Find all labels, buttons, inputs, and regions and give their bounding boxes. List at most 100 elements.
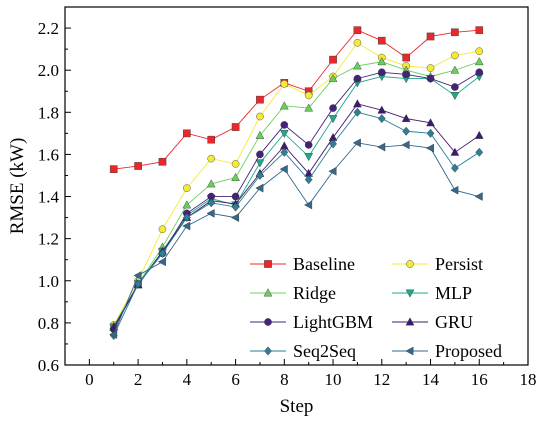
- data-point-persist: [353, 39, 362, 47]
- data-point-baseline: [426, 32, 435, 41]
- data-point-proposed: [304, 200, 313, 210]
- data-point-lightgbm: [377, 68, 386, 77]
- data-point-baseline: [377, 36, 386, 45]
- chart-axes: 0 2 4 6 8 10 12 14 16 18 0.6 0.8 1.0 1.2 1.4 1.6 1.8 2.0 2…: [38, 19, 537, 389]
- data-point-persist: [207, 154, 216, 163]
- series-line-gru: [113, 103, 480, 328]
- data-point-ridge: [279, 101, 289, 110]
- data-point-seq2seq: [231, 202, 240, 212]
- data-point-seq2seq: [304, 175, 313, 185]
- data-point-mlp: [279, 129, 289, 138]
- data-point-proposed: [401, 140, 410, 150]
- data-point-mlp: [450, 92, 460, 101]
- legend-entry-seq2seq: Seq2Seq: [250, 341, 356, 361]
- data-point-gru: [401, 113, 411, 123]
- data-point-gru: [474, 130, 484, 139]
- data-point-proposed: [474, 192, 483, 201]
- data-point-ridge: [206, 179, 216, 188]
- data-point-baseline: [231, 123, 240, 131]
- data-point-ridge: [255, 130, 265, 139]
- legend-label-mlp: MLP: [435, 283, 472, 303]
- data-point-gru: [353, 99, 362, 108]
- data-point-seq2seq: [182, 213, 191, 223]
- y-tick-label: 1.0: [38, 272, 59, 291]
- series-seq2seq: [109, 107, 484, 341]
- data-point-lightgbm: [402, 70, 410, 79]
- data-point-seq2seq: [353, 107, 362, 117]
- data-point-persist: [280, 80, 289, 88]
- data-point-lightgbm: [329, 104, 337, 112]
- data-point-persist: [183, 184, 191, 192]
- data-point-ridge: [474, 57, 484, 66]
- data-point-persist: [451, 51, 459, 60]
- data-point-seq2seq: [280, 147, 289, 157]
- data-point-proposed: [255, 183, 264, 193]
- x-tick-label: 4: [183, 370, 192, 389]
- series-line-proposed: [113, 142, 480, 335]
- data-point-seq2seq: [377, 114, 386, 124]
- data-point-ridge: [304, 103, 314, 112]
- legend-marker-baseline: [264, 260, 272, 268]
- legend-marker-mlp: [405, 289, 415, 298]
- series-line-ridge: [113, 61, 480, 327]
- data-point-baseline: [329, 55, 337, 64]
- legend-entry-persist: Persist: [392, 254, 483, 274]
- data-point-proposed: [109, 330, 118, 339]
- data-point-lightgbm: [451, 83, 459, 91]
- data-point-baseline: [451, 28, 459, 37]
- data-point-baseline: [183, 129, 191, 138]
- data-point-proposed: [450, 185, 459, 195]
- chart-marks: [109, 26, 484, 341]
- y-tick-label: 1.8: [38, 103, 59, 122]
- legend-label-persist: Persist: [435, 254, 483, 274]
- data-point-ridge: [377, 57, 387, 66]
- data-point-seq2seq: [451, 163, 459, 173]
- series-line-persist: [113, 42, 480, 326]
- data-point-seq2seq: [426, 128, 435, 138]
- x-tick-label: 0: [85, 370, 94, 389]
- data-point-persist: [256, 112, 264, 121]
- data-point-persist: [475, 47, 484, 56]
- data-point-gru: [109, 322, 119, 331]
- data-point-seq2seq: [402, 126, 411, 136]
- data-point-seq2seq: [256, 170, 264, 180]
- y-tick-label: 2.2: [38, 19, 59, 38]
- legend-marker-seq2seq: [264, 346, 272, 356]
- y-tick-label: 2.0: [38, 61, 59, 80]
- data-point-proposed: [279, 164, 288, 174]
- data-point-baseline: [402, 53, 410, 62]
- data-point-lightgbm: [256, 150, 264, 159]
- data-point-proposed: [377, 142, 386, 152]
- x-axis-title: Step: [280, 396, 314, 417]
- legend-label-gru: GRU: [435, 312, 473, 332]
- data-point-ridge: [231, 172, 240, 181]
- data-point-baseline: [134, 162, 142, 170]
- x-tick-label: 2: [134, 370, 143, 389]
- legend-marker-persist: [406, 260, 414, 268]
- data-point-seq2seq: [134, 279, 142, 289]
- data-point-baseline: [207, 135, 216, 144]
- y-tick-label: 0.6: [38, 356, 59, 375]
- x-tick-label: 12: [373, 370, 390, 389]
- x-tick-label: 14: [422, 370, 440, 389]
- data-point-baseline: [256, 95, 264, 104]
- data-point-lightgbm: [304, 141, 313, 149]
- x-tick-label: 10: [325, 370, 342, 389]
- legend-label-ridge: Ridge: [293, 283, 336, 303]
- legend-marker-gru: [405, 317, 415, 326]
- data-point-ridge: [353, 61, 362, 70]
- x-tick-label: 6: [231, 370, 240, 389]
- plot-frame: [64, 6, 529, 366]
- legend-entry-lightgbm: LightGBM: [250, 312, 373, 332]
- legend-label-lightgbm: LightGBM: [293, 312, 373, 332]
- data-point-proposed: [182, 221, 191, 231]
- legend-label-seq2seq: Seq2Seq: [293, 341, 356, 361]
- data-point-baseline: [475, 26, 484, 34]
- data-point-proposed: [328, 166, 337, 176]
- data-point-proposed: [425, 143, 434, 153]
- chart-legend: Baseline Persist Ridge MLP LightGBM GRU Seq2Se…: [250, 254, 502, 361]
- legend-marker-ridge: [263, 288, 273, 297]
- series-persist: [109, 39, 484, 329]
- data-point-gru: [450, 147, 460, 156]
